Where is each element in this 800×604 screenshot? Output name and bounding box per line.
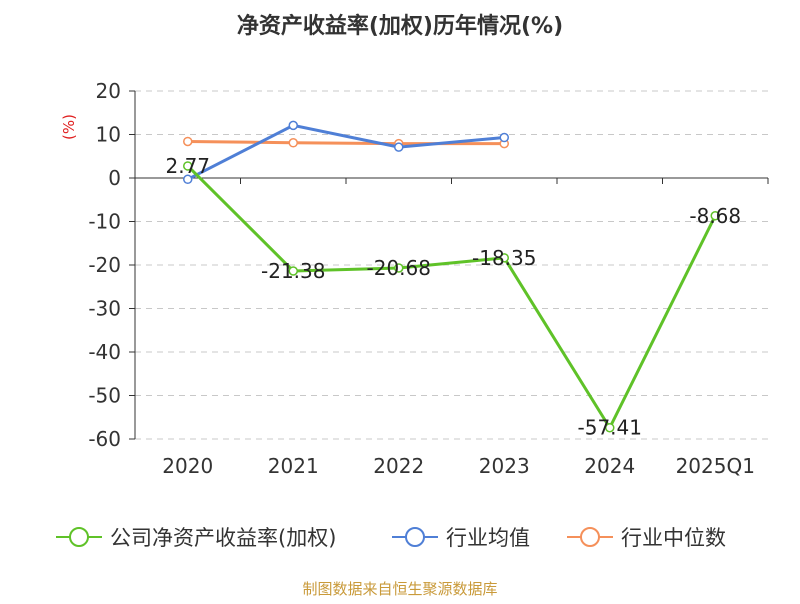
data-point-1 — [288, 120, 298, 131]
data-labels: 2.77 -21.38 -20.68 -18.35 -57.41 -8.68 — [165, 154, 741, 440]
y-tick-label: -50 — [88, 384, 121, 408]
axes: 20 10 0 -10 -20 -30 -40 -50 -60 2020 2021 2022 2023 2… — [88, 79, 769, 478]
data-point-2 — [288, 138, 298, 148]
y-tick-label: -40 — [88, 340, 121, 364]
chart-title: 净资产收益率(加权)历年情况(%) — [237, 13, 563, 39]
data-point-1 — [183, 174, 193, 185]
x-tick-label: 2025Q1 — [676, 454, 755, 478]
data-point-1 — [394, 142, 404, 152]
legend-swatch-marker — [405, 527, 425, 547]
legend-label: 行业均值 — [446, 526, 530, 550]
legend-label: 行业中位数 — [621, 526, 726, 550]
y-tick-label: 0 — [108, 166, 121, 190]
data-label: 2.77 — [165, 154, 210, 178]
y-tick-label: 10 — [96, 123, 121, 147]
y-tick-label: -10 — [88, 210, 121, 234]
y-tick-label: -60 — [88, 427, 121, 451]
y-tick-label: -30 — [88, 297, 121, 321]
data-point-0 — [183, 161, 193, 171]
data-point-2 — [183, 136, 193, 147]
data-point-0 — [710, 211, 720, 221]
y-axis-unit-label: (%) — [60, 114, 78, 140]
data-label: -18.35 — [472, 246, 536, 270]
data-label: -20.68 — [367, 256, 431, 280]
legend-swatch-marker — [69, 527, 89, 547]
series-line-0 — [186, 164, 717, 430]
data-point-0 — [499, 253, 509, 263]
legend: 公司净资产收益率(加权) 行业均值 行业中位数 — [56, 526, 726, 550]
data-label: -21.38 — [261, 259, 325, 283]
source-note: 制图数据来自恒生聚源数据库 — [302, 580, 497, 598]
legend-swatch-marker — [580, 527, 600, 547]
x-tick-label: 2020 — [162, 454, 213, 478]
x-tick-label: 2024 — [584, 454, 635, 478]
series-lines — [183, 120, 720, 433]
y-tick-label: 20 — [96, 79, 121, 103]
data-point-0 — [288, 266, 298, 276]
x-tick-label: 2022 — [373, 454, 424, 478]
legend-label: 公司净资产收益率(加权) — [110, 526, 336, 550]
data-point-1 — [499, 132, 509, 143]
data-point-0 — [394, 263, 404, 273]
data-label: -57.41 — [578, 416, 642, 440]
series-line-1 — [186, 123, 506, 181]
y-tick-label: -20 — [88, 253, 121, 277]
x-tick-label: 2023 — [479, 454, 530, 478]
data-point-0 — [605, 422, 615, 433]
x-tick-label: 2021 — [268, 454, 319, 478]
data-label: -8.68 — [689, 204, 741, 228]
